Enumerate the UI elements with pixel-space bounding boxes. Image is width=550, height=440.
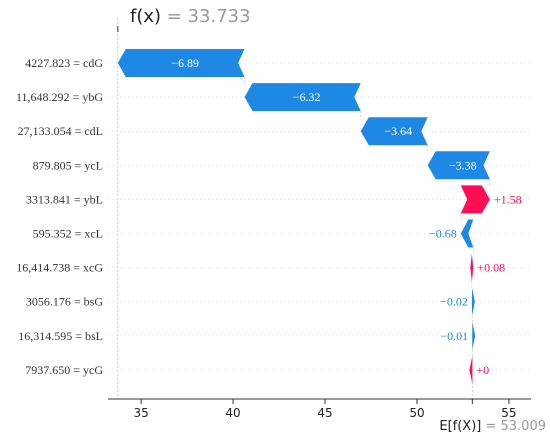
bar-value-label: −0.02 bbox=[440, 295, 468, 309]
positive-contribution-bar bbox=[460, 185, 490, 214]
negative-contribution-bar bbox=[117, 49, 245, 77]
feature-label: 7937.650 = ycG bbox=[25, 363, 103, 377]
bar-value-label: −6.89 bbox=[171, 56, 199, 70]
efx-annotation: E[f(X)] = 53.009 bbox=[439, 419, 546, 434]
bar-value-label: +0.08 bbox=[477, 261, 505, 275]
feature-label: 16,314.595 = bsL bbox=[18, 329, 103, 343]
bar-value-label: −0.68 bbox=[429, 227, 457, 241]
bar-value-label: −3.38 bbox=[449, 158, 477, 172]
x-tick-label: 40 bbox=[225, 406, 240, 420]
negative-contribution-bar bbox=[427, 151, 490, 180]
x-tick-label: 35 bbox=[133, 406, 148, 420]
bar-value-label: −3.64 bbox=[384, 124, 412, 138]
feature-label: 11,648.292 = ybG bbox=[16, 90, 103, 104]
bar-value-label: −0.01 bbox=[440, 329, 468, 343]
bar-value-label: +0 bbox=[476, 363, 489, 377]
feature-label: 4227.823 = cdG bbox=[25, 56, 103, 70]
x-tick-label: 50 bbox=[409, 406, 424, 420]
fx-annotation: f(x) = 33.733 bbox=[130, 6, 251, 27]
bar-value-label: −6.32 bbox=[293, 90, 321, 104]
x-tick-label: 45 bbox=[317, 406, 332, 420]
efx-value: = 53.009 bbox=[485, 419, 546, 434]
feature-label: 3313.841 = ybL bbox=[26, 192, 103, 206]
feature-label: 16,414.738 = xcG bbox=[16, 261, 103, 275]
x-axis: 35 40 45 50 55 bbox=[108, 26, 531, 420]
feature-labels: 4227.823 = cdG 11,648.292 = ybG 27,133.054… bbox=[16, 56, 103, 377]
bar-value-label: +1.58 bbox=[494, 192, 522, 206]
feature-label: 879.805 = ycL bbox=[33, 158, 103, 172]
positive-contribution-bar bbox=[470, 253, 474, 282]
feature-label: 595.352 = xcL bbox=[33, 227, 103, 241]
fx-value: = 33.733 bbox=[167, 6, 251, 27]
efx-label: E[f(X)] bbox=[439, 419, 481, 434]
feature-label: 27,133.054 = cdL bbox=[18, 124, 103, 138]
contribution-bars: −6.89 −6.32 −3.64 −3.38 +1.58 −0.68 +0.08 −0.02… bbox=[117, 49, 522, 384]
feature-label: 3056.176 = bsG bbox=[26, 295, 103, 309]
negative-contribution-bar bbox=[244, 83, 361, 112]
negative-contribution-bar bbox=[471, 287, 475, 316]
x-tick-label: 55 bbox=[501, 406, 516, 420]
negative-contribution-bar bbox=[360, 117, 428, 146]
negative-contribution-bar bbox=[472, 321, 476, 350]
positive-contribution-bar bbox=[469, 355, 473, 384]
negative-contribution-bar bbox=[460, 219, 474, 248]
fx-label: f(x) bbox=[130, 6, 161, 27]
